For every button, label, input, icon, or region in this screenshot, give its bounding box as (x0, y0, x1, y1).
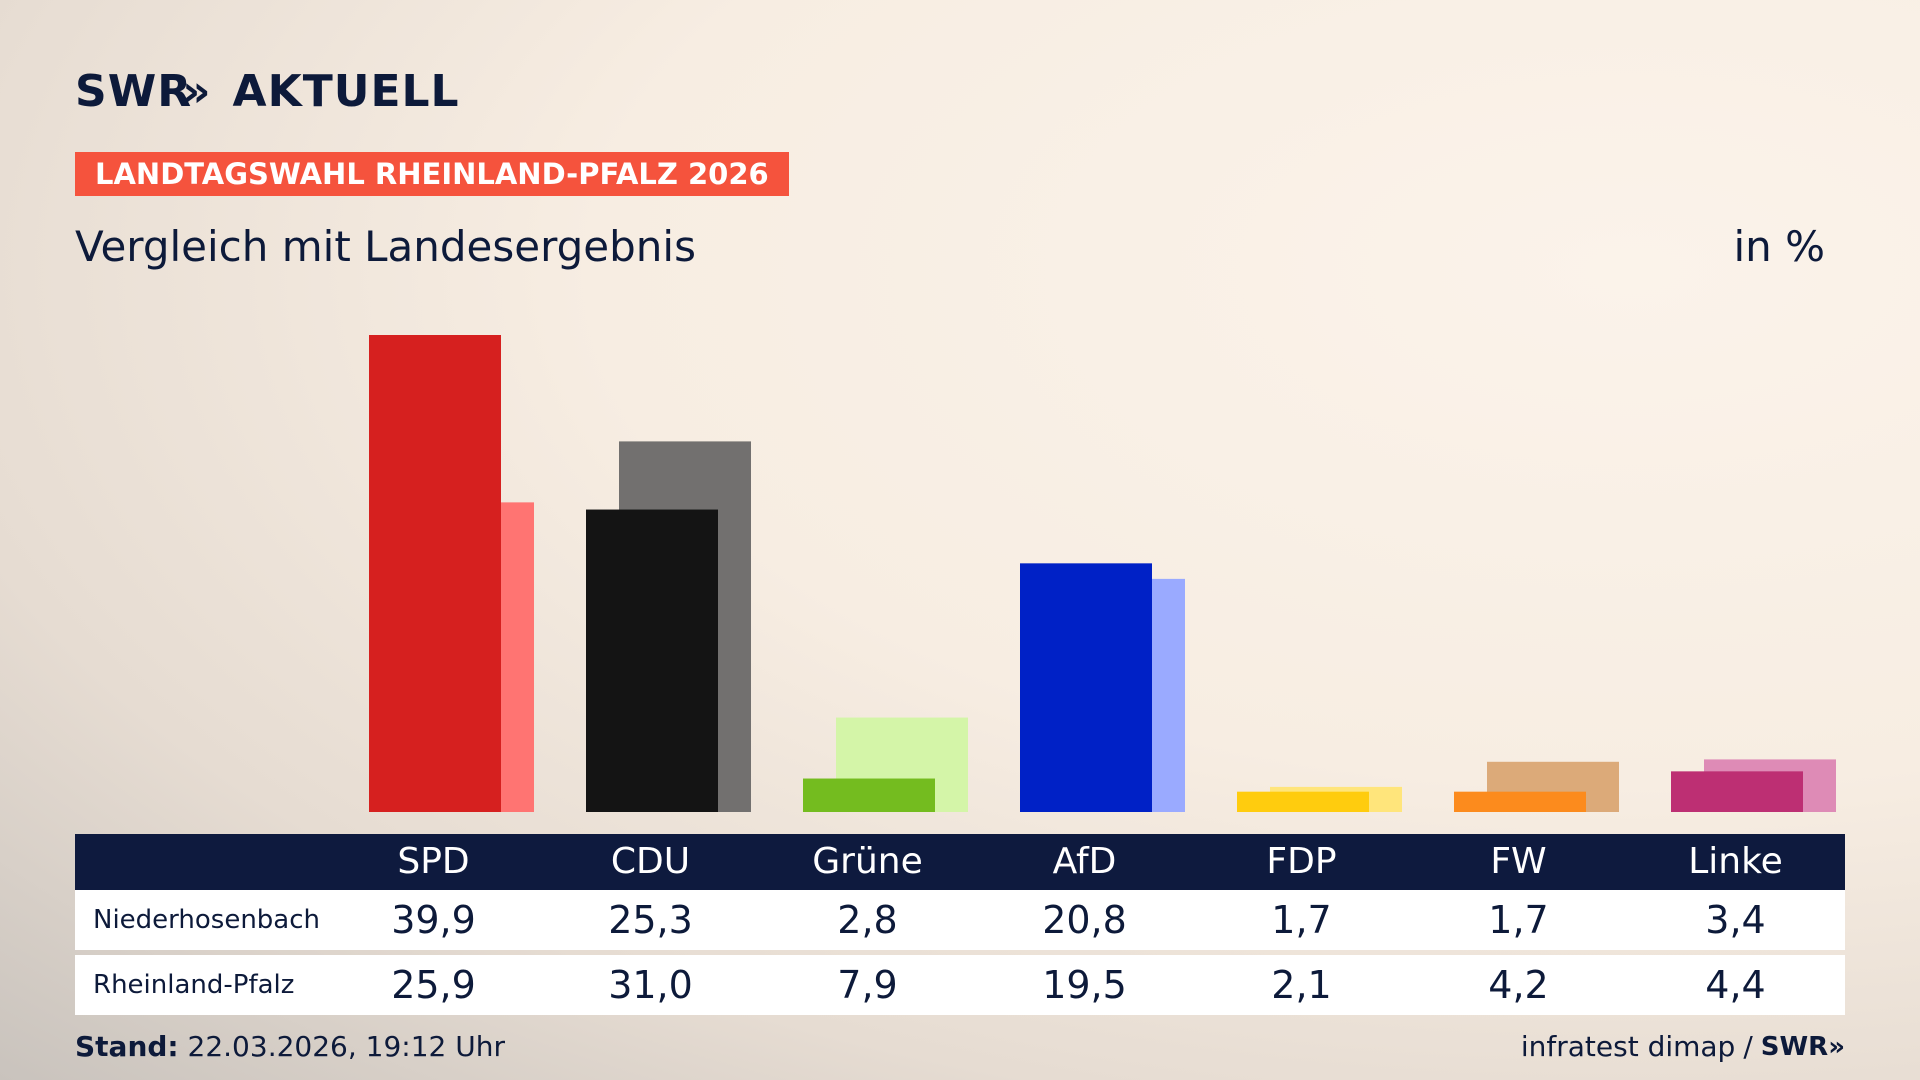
header-afd: AfD (1052, 841, 1117, 882)
bar-local-afd (1020, 563, 1152, 812)
bar-local-spd (369, 335, 501, 812)
bar-local-cdu (586, 509, 718, 812)
table-row: Rheinland-Pfalz 25,9 31,0 7,9 19,5 2,1 4… (75, 955, 1845, 1015)
row-label: Niederhosenbach (93, 905, 321, 935)
table-cell: 19,5 (1042, 963, 1127, 1007)
source-credit: infratest dimap / SWR» (1521, 1030, 1845, 1063)
swr-aktuell-logo: SWR» AKTUELL (75, 66, 460, 117)
bar-local-fw (1454, 791, 1586, 812)
timestamp: Stand: 22.03.2026, 19:12 Uhr (75, 1030, 505, 1063)
table-header: SPD CDU Grüne AfD FDP FW Linke (75, 834, 1845, 890)
chart-subtitle: Vergleich mit Landesergebnis (75, 222, 696, 271)
table-cell: 4,2 (1488, 963, 1549, 1007)
table-cell: 25,3 (608, 898, 693, 942)
table-cell: 3,4 (1705, 898, 1766, 942)
bar-local-linke (1671, 771, 1803, 812)
swr-logo-small: SWR» (1760, 1031, 1845, 1062)
header-fw: FW (1490, 841, 1547, 882)
election-banner: LANDTAGSWAHL RHEINLAND-PFALZ 2026 (75, 152, 789, 196)
source-name: infratest dimap (1520, 1030, 1736, 1063)
stand-label: Stand: (75, 1030, 179, 1063)
table-cell: 20,8 (1042, 898, 1127, 942)
table-cell: 2,8 (837, 898, 898, 942)
table-cell: 2,1 (1271, 963, 1332, 1007)
unit-label: in % (1733, 222, 1825, 271)
header-cdu: CDU (610, 841, 691, 882)
brand-name: SWR (75, 66, 193, 117)
results-table: SPD CDU Grüne AfD FDP FW Linke Niederhos… (75, 834, 1845, 1015)
header-linke: Linke (1688, 841, 1783, 882)
bar-local-fdp (1237, 791, 1369, 812)
header-gruene: Grüne (812, 841, 923, 882)
table-cell: 31,0 (608, 963, 693, 1007)
table-cell: 1,7 (1488, 898, 1549, 942)
table-row: Niederhosenbach 39,9 25,3 2,8 20,8 1,7 1… (75, 890, 1845, 950)
table-cell: 25,9 (391, 963, 476, 1007)
bar-local-grüne (803, 778, 935, 812)
header-spacer (75, 834, 325, 890)
row-label: Rheinland-Pfalz (93, 970, 295, 1000)
header-fdp: FDP (1266, 841, 1337, 882)
table-cell: 7,9 (837, 963, 898, 1007)
brand-section: AKTUELL (232, 66, 460, 117)
table-cell: 1,7 (1271, 898, 1332, 942)
table-cell: 4,4 (1705, 963, 1766, 1007)
header-spd: SPD (397, 841, 470, 882)
stand-value: 22.03.2026, 19:12 Uhr (187, 1030, 505, 1063)
source-separator: / (1743, 1030, 1753, 1063)
table-cell: 39,9 (391, 898, 476, 942)
